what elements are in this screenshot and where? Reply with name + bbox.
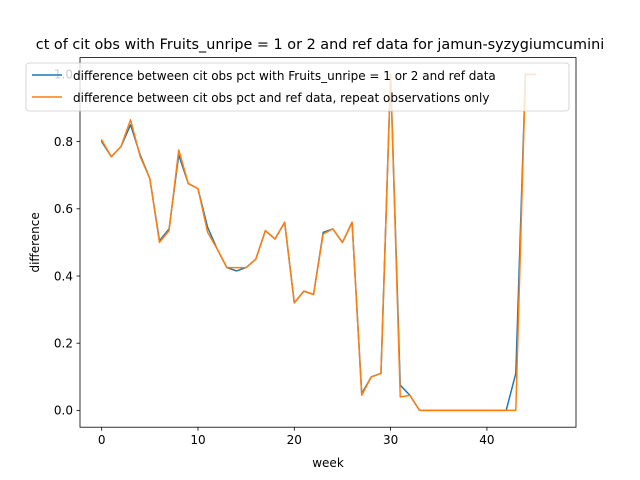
legend-label-series-1: difference between cit obs pct with Frui… [73, 69, 496, 83]
y-axis-label: difference [28, 212, 42, 272]
x-tick-label: 40 [479, 433, 494, 447]
x-tick-label: 0 [98, 433, 106, 447]
x-axis: 0 10 20 30 40 [98, 427, 495, 447]
y-tick-label: 0.4 [54, 269, 73, 283]
series-line-1 [100, 73, 536, 412]
legend-box [25, 62, 570, 112]
x-tick-label: 30 [383, 433, 398, 447]
y-tick-label: 0.2 [54, 337, 73, 351]
x-tick-label: 10 [190, 433, 205, 447]
y-tick-label: 0.8 [54, 135, 73, 149]
x-axis-label: week [312, 456, 344, 470]
chart-title: ct of cit obs with Fruits_unripe = 1 or … [36, 37, 604, 53]
plot-frame [79, 57, 577, 428]
y-tick-label: 0.0 [54, 404, 73, 418]
series-line-2 [100, 73, 536, 412]
x-tick-label: 20 [287, 433, 302, 447]
y-axis: 0.00.20.40.60.81.0 [54, 68, 80, 418]
legend-label-series-2: difference between cit obs pct and ref d… [73, 91, 489, 105]
y-tick-label: 0.6 [54, 202, 73, 216]
legend: difference between cit obs pct with Frui… [25, 62, 570, 112]
plot-lines [100, 73, 536, 412]
